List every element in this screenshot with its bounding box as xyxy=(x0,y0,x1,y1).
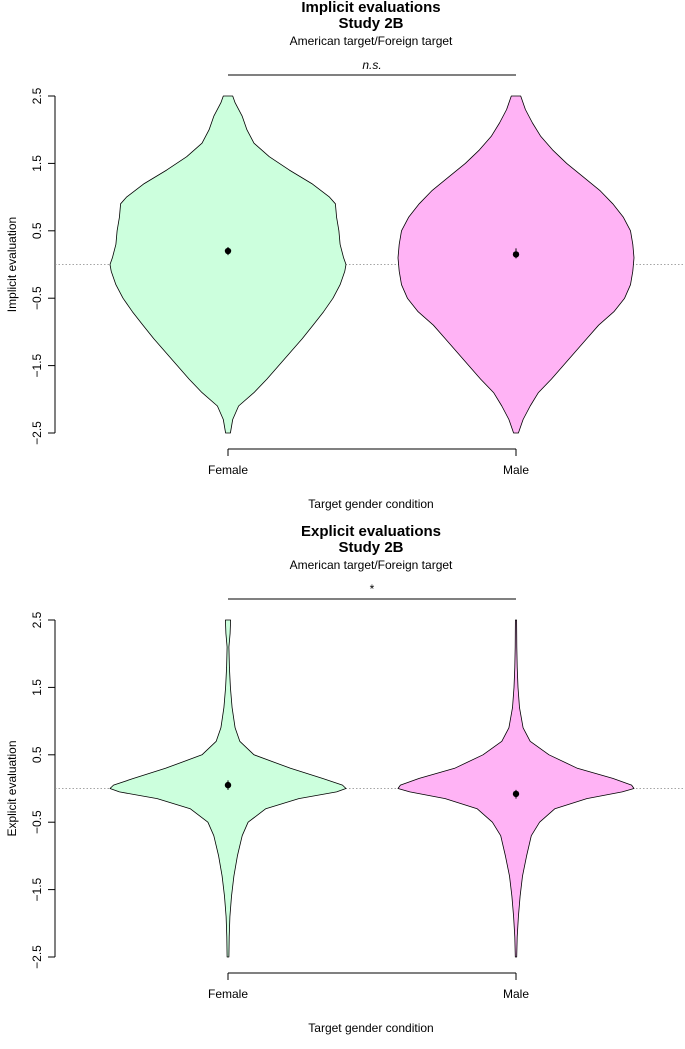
chart-title: Implicit evaluations xyxy=(301,0,440,16)
y-tick-label: −1.5 xyxy=(30,353,44,377)
implicit-chart: Implicit evaluations Study 2B American tar… xyxy=(0,0,685,524)
x-tick-label-male: Male xyxy=(503,987,529,1001)
chart-subtitle: Study 2B xyxy=(338,15,403,32)
y-tick-label: −0.5 xyxy=(30,286,44,310)
y-tick-label: −0.5 xyxy=(30,810,44,834)
x-tick-label-female: Female xyxy=(208,987,248,1001)
y-tick-label: 0.5 xyxy=(30,746,44,763)
chart-note: American target/Foreign target xyxy=(290,34,453,48)
y-tick-label: −2.5 xyxy=(30,421,44,445)
significance-label: * xyxy=(370,582,375,596)
violin-male xyxy=(397,95,635,434)
violin-female xyxy=(109,95,347,434)
mean-point-male xyxy=(512,251,520,258)
y-tick-label: 1.5 xyxy=(30,679,44,696)
y-axis-label: Implicit evaluation xyxy=(5,217,19,312)
y-tick-label: 1.5 xyxy=(30,155,44,172)
mean-point-female xyxy=(224,247,232,255)
chart-title: Explicit evaluations xyxy=(301,524,441,540)
x-tick-label-female: Female xyxy=(208,463,248,477)
y-tick-label: −2.5 xyxy=(30,945,44,969)
explicit-chart: Explicit evaluations Study 2B American tar… xyxy=(0,524,685,1048)
y-tick-label: −1.5 xyxy=(30,877,44,901)
y-tick-label: 2.5 xyxy=(30,611,44,628)
y-axis-label: Explicit evaluation xyxy=(5,740,19,836)
chart-note: American target/Foreign target xyxy=(290,558,453,572)
significance-label: n.s. xyxy=(362,58,381,72)
chart-subtitle: Study 2B xyxy=(338,539,403,556)
x-axis-label: Target gender condition xyxy=(308,497,433,511)
x-tick-label-male: Male xyxy=(503,463,529,477)
y-tick-label: 0.5 xyxy=(30,222,44,239)
y-tick-label: 2.5 xyxy=(30,87,44,104)
violin-male xyxy=(397,619,635,958)
mean-point-male xyxy=(512,790,520,798)
mean-point-female xyxy=(224,781,232,789)
x-axis-label: Target gender condition xyxy=(308,1021,433,1035)
